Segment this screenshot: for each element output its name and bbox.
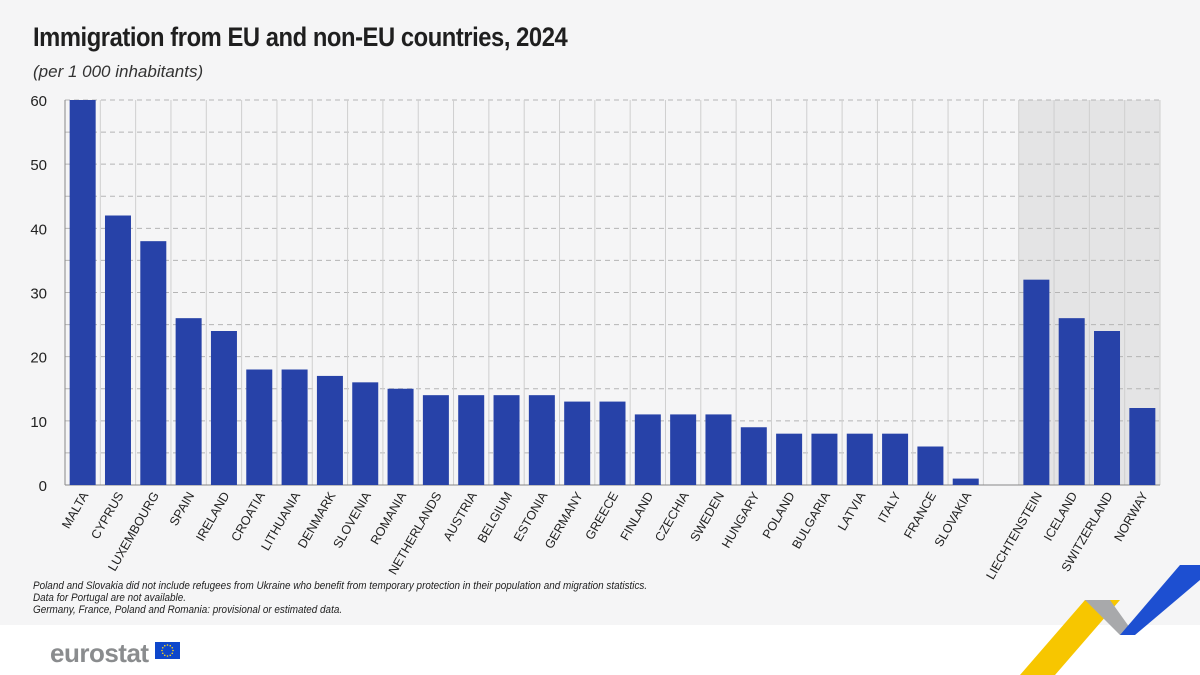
y-tick-label: 20 <box>30 350 47 367</box>
bar <box>316 375 343 485</box>
bar <box>493 395 520 485</box>
bar <box>175 318 202 485</box>
bar <box>458 395 485 485</box>
bar <box>882 433 909 485</box>
note: Germany, France, Poland and Romania: pro… <box>33 604 343 616</box>
bar <box>917 446 944 485</box>
bar <box>104 215 131 485</box>
chart-subtitle: (per 1 000 inhabitants) <box>33 62 204 81</box>
x-tick-label: SPAIN <box>167 490 197 529</box>
y-tick-label: 30 <box>30 286 47 303</box>
bar <box>564 401 591 485</box>
bar <box>740 427 767 485</box>
y-tick-label: 50 <box>30 157 47 174</box>
x-tick-label: FINLAND <box>618 490 657 543</box>
x-tick-label: POLAND <box>760 490 798 542</box>
footer <box>0 625 1200 675</box>
x-tick-label: CZECHIA <box>652 489 692 544</box>
bar <box>1058 318 1085 485</box>
note: Data for Portugal are not available. <box>33 592 186 604</box>
y-tick-label: 40 <box>30 221 47 238</box>
bar <box>670 414 697 485</box>
x-tick-label: SWEDEN <box>688 490 728 545</box>
bar <box>246 369 273 485</box>
bar <box>599 401 626 485</box>
bar <box>776 433 803 485</box>
chart-title: Immigration from EU and non-EU countries… <box>33 22 568 52</box>
x-tick-label: CYPRUS <box>88 490 126 542</box>
bar <box>1129 408 1156 485</box>
footnotes: Poland and Slovakia did not include refu… <box>33 580 647 616</box>
x-tick-label: LATVIA <box>835 489 869 533</box>
x-tick-label: ITALY <box>875 489 904 525</box>
x-tick-label: SLOVAKIA <box>932 489 975 549</box>
x-tick-label: CROATIA <box>228 489 268 544</box>
x-tick-label: AUSTRIA <box>441 489 481 543</box>
y-tick-label: 0 <box>39 478 47 495</box>
y-tick-label: 60 <box>30 93 47 110</box>
decorative-stripes <box>1020 565 1200 675</box>
bar <box>210 331 237 485</box>
bar <box>705 414 732 485</box>
note: Poland and Slovakia did not include refu… <box>33 580 648 592</box>
bar <box>528 395 555 485</box>
x-tick-label: FRANCE <box>901 490 939 542</box>
bar <box>387 388 414 485</box>
x-tick-label: ESTONIA <box>511 489 551 544</box>
x-tick-label: GREECE <box>583 490 622 543</box>
y-tick-label: 10 <box>30 414 47 431</box>
bar <box>69 100 96 485</box>
bar <box>811 433 838 485</box>
x-tick-label: ICELAND <box>1041 490 1080 544</box>
bar <box>352 382 379 485</box>
x-tick-label: IRELAND <box>193 490 232 544</box>
bar <box>1094 331 1121 485</box>
x-tick-label: BELGIUM <box>475 490 515 546</box>
bar <box>422 395 449 485</box>
bar <box>140 241 167 485</box>
bar <box>281 369 308 485</box>
eurostat-logo: eurostat <box>50 638 149 668</box>
bar <box>846 433 873 485</box>
bar <box>634 414 661 485</box>
x-tick-label: MALTA <box>59 489 91 531</box>
bar <box>952 478 979 485</box>
bar <box>1023 279 1050 485</box>
eu-flag-icon <box>155 642 180 659</box>
x-tick-label: NORWAY <box>1111 489 1151 544</box>
